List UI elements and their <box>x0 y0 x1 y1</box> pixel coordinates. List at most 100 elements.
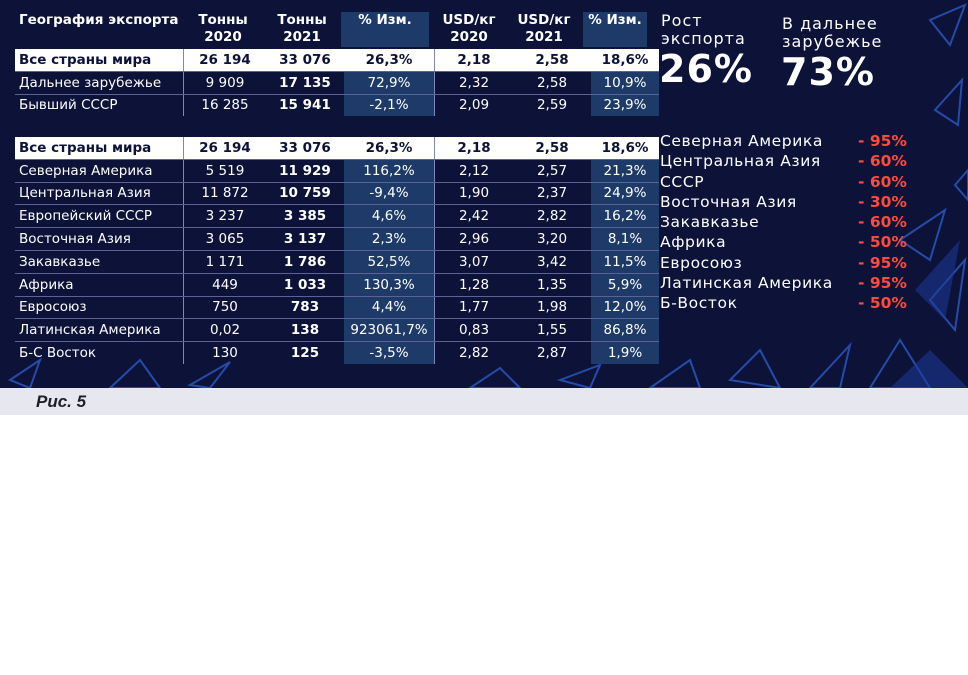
region-share-list: Северная Америка - 95% Центральная Азия - 6… <box>660 132 920 315</box>
cell-usd-2020: 2,32 <box>434 71 513 95</box>
region-name: Латинская Америка <box>660 274 833 293</box>
region-percent: - 95% <box>858 274 907 293</box>
cell-tons-2020: 16 285 <box>183 94 266 117</box>
table-row: Дальнее зарубежье 9 909 17 135 72,9% 2,32 2,5… <box>15 71 659 95</box>
region-percent: - 50% <box>858 233 907 252</box>
cell-usd-2021: 2,58 <box>513 49 591 72</box>
cell-tons-2021: 33 076 <box>266 137 344 160</box>
cell-change-usd: 24,9% <box>591 182 659 206</box>
header-tons-2020: Тонны 2020 <box>198 12 248 45</box>
cell-region: Европейский СССР <box>15 204 184 229</box>
table-row: Все страны мира 26 194 33 076 26,3% 2,18 2,58… <box>15 137 659 160</box>
cell-usd-2020: 2,12 <box>434 159 513 183</box>
header-change-usd: % Изм. <box>583 12 647 47</box>
region-percent: - 95% <box>858 132 907 150</box>
cell-tons-2020: 0,02 <box>183 318 266 343</box>
export-summary-table: Все страны мира 26 194 33 076 26,3% 2,18 2,58… <box>15 49 659 117</box>
header-change-tons: % Изм. <box>341 12 429 47</box>
caption-bar: Рис. 5 <box>0 388 968 415</box>
cell-tons-2021: 783 <box>266 296 344 320</box>
cell-change-usd: 18,6% <box>591 137 659 160</box>
cell-tons-2020: 3 065 <box>183 227 266 251</box>
region-share-item: Северная Америка - 95% <box>660 132 920 152</box>
cell-change-usd: 1,9% <box>591 341 659 364</box>
region-percent: - 60% <box>858 172 907 191</box>
cell-tons-2021: 15 941 <box>279 97 331 114</box>
cell-tons-2021: 1 786 <box>266 250 344 274</box>
cell-change-tons: 52,5% <box>344 250 435 274</box>
figure-caption: Рис. 5 <box>36 392 87 411</box>
cell-region: Евросоюз <box>15 296 184 320</box>
region-share-item: Б-Восток - 50% <box>660 294 920 314</box>
cell-change-tons: 4,4% <box>344 296 435 320</box>
cell-usd-2020: 2,96 <box>434 227 513 251</box>
cell-change-tons: 923061,7% <box>344 318 435 343</box>
abroad-label: В дальнее зарубежье <box>782 15 882 51</box>
cell-usd-2021: 2,82 <box>513 204 591 229</box>
growth-label-line1: Рост <box>661 11 703 30</box>
cell-change-usd: 23,9% <box>591 94 659 117</box>
cell-tons-2021: 138 <box>266 318 344 343</box>
cell-usd-2021: 1,55 <box>513 318 591 343</box>
header-usd-2020: USD/кг 2020 <box>442 12 496 45</box>
cell-region: Восточная Азия <box>15 227 184 251</box>
header-usd-2021: USD/кг 2021 <box>517 12 571 45</box>
cell-change-tons: 26,3% <box>344 137 435 160</box>
cell-usd-2021: 2,58 <box>513 137 591 160</box>
cell-change-usd: 18,6% <box>591 49 659 72</box>
cell-change-usd: 86,8% <box>591 318 659 343</box>
cell-tons-2021: 3 385 <box>266 204 344 229</box>
region-share-item: Евросоюз - 95% <box>660 254 920 274</box>
cell-tons-2020: 750 <box>183 296 266 320</box>
region-name: Закавказье <box>660 213 760 232</box>
table-row: Латинская Америка 0,02 138 923061,7% 0,83 1,5… <box>15 318 659 343</box>
cell-tons-2020: 11 872 <box>183 182 266 206</box>
region-share-item: Африка - 50% <box>660 233 920 253</box>
table-row: Все страны мира 26 194 33 076 26,3% 2,18 2,58… <box>15 49 659 72</box>
cell-region: Латинская Америка <box>15 318 184 343</box>
header-geo: География экспорта <box>19 12 179 28</box>
cell-usd-2021: 2,87 <box>536 345 568 362</box>
region-name: Восточная Азия <box>660 192 797 211</box>
cell-region: Все страны мира <box>15 49 184 72</box>
region-percent: - 60% <box>858 213 907 232</box>
cell-usd-2021: 3,20 <box>513 227 591 251</box>
cell-usd-2020: 2,18 <box>434 49 513 72</box>
abroad-value: 73% <box>781 50 875 94</box>
cell-usd-2020: 0,83 <box>434 318 513 343</box>
cell-tons-2021: 3 137 <box>266 227 344 251</box>
cell-change-tons: -3,5% <box>344 341 435 364</box>
cell-tons-2021: 1 033 <box>266 273 344 297</box>
cell-change-usd: 5,9% <box>591 273 659 297</box>
region-name: Евросоюз <box>660 253 743 272</box>
cell-usd-2020: 3,07 <box>434 250 513 274</box>
table-row: Закавказье 1 171 1 786 52,5% 3,07 3,42 11,5% <box>15 250 659 274</box>
region-share-item: Закавказье - 60% <box>660 213 920 233</box>
cell-tons-2020: 9 909 <box>183 71 266 95</box>
cell-tons-2021: 11 929 <box>266 159 344 183</box>
cell-tons-2020: 130 <box>183 341 266 364</box>
cell-tons-2021: 10 759 <box>266 182 344 206</box>
table-row: Восточная Азия 3 065 3 137 2,3% 2,96 3,20 8,1% <box>15 227 659 251</box>
region-name: Центральная Азия <box>660 152 821 171</box>
region-name: Африка <box>660 233 727 252</box>
export-region-table: Все страны мира 26 194 33 076 26,3% 2,18 2,58… <box>15 137 659 364</box>
cell-change-tons: 72,9% <box>344 71 435 95</box>
table-row: Бывший СССР 16 285 15 941 -2,1% 2,09 2,59 23,9… <box>15 94 659 117</box>
region-share-item: СССР - 60% <box>660 173 920 193</box>
cell-change-usd: 16,2% <box>591 204 659 229</box>
abroad-label-line1: В дальнее <box>782 14 878 33</box>
cell-change-usd: 8,1% <box>591 227 659 251</box>
cell-tons-2020: 26 194 <box>183 137 266 160</box>
cell-change-tons: 4,6% <box>344 204 435 229</box>
cell-usd-2020: 1,77 <box>434 296 513 320</box>
table-row: Африка 449 1 033 130,3% 1,28 1,35 5,9% <box>15 273 659 297</box>
cell-tons-2020: 449 <box>183 273 266 297</box>
cell-region: Все страны мира <box>15 137 184 160</box>
growth-value: 26% <box>659 47 753 91</box>
cell-region: Центральная Азия <box>15 182 184 206</box>
table-row: Центральная Азия 11 872 10 759 -9,4% 1,90 2,3… <box>15 182 659 206</box>
cell-usd-2021: 1,35 <box>513 273 591 297</box>
region-share-item: Восточная Азия - 30% <box>660 193 920 213</box>
region-percent: - 95% <box>858 253 907 272</box>
